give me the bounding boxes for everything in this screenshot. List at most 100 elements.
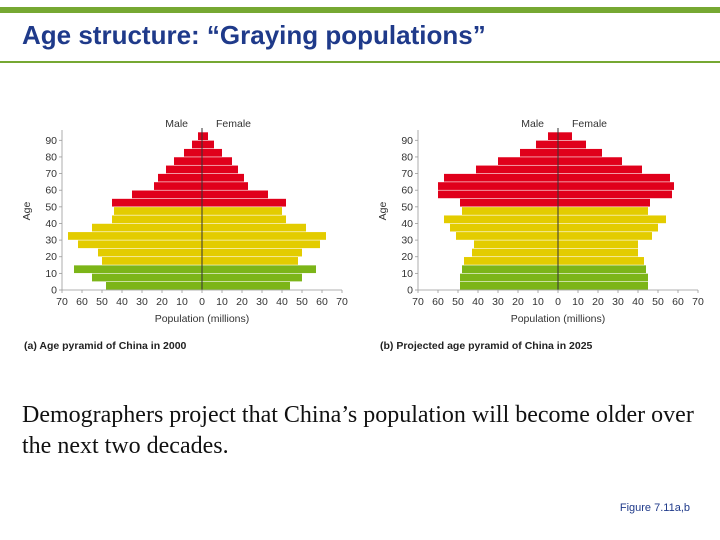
y-tick-label: 80 <box>45 151 57 163</box>
female-bar-30-34 <box>558 232 652 240</box>
male-bar-60-64 <box>154 182 202 190</box>
female-bar-25-29 <box>558 240 638 249</box>
male-bar-65-69 <box>444 173 558 182</box>
slide-body-text: Demographers project that China’s popula… <box>22 402 694 459</box>
x-tick-label: 20 <box>236 296 248 308</box>
age-pyramid-2025: 0 10 20 30 40 50 60 70 80 90 70 60 50 40 30 20 10 0 10 20 30… <box>368 112 708 362</box>
female-bar-20-24 <box>558 248 638 257</box>
x-tick-label: 30 <box>612 296 624 308</box>
male-bar-35-39 <box>92 223 202 232</box>
male-bar-80-84 <box>520 148 558 157</box>
female-bar-80-84 <box>558 148 602 157</box>
x-tick-label: 10 <box>216 296 228 308</box>
female-bar-10-14 <box>202 265 316 274</box>
y-tick-label: 90 <box>401 135 413 147</box>
male-bar-20-24 <box>472 248 558 257</box>
female-bar-65-69 <box>202 173 244 182</box>
chart-title: (b) Projected age pyramid of China in 20… <box>380 340 593 352</box>
x-tick-label: 0 <box>199 296 205 308</box>
female-bar-90+ <box>558 132 572 141</box>
female-bar-25-29 <box>202 240 320 249</box>
x-axis-title: Population (millions) <box>155 313 250 325</box>
x-tick-label: 50 <box>96 296 108 308</box>
x-tick-label: 60 <box>316 296 328 308</box>
male-bar-10-14 <box>462 265 558 274</box>
x-tick-label: 30 <box>256 296 268 308</box>
y-tick-label: 0 <box>51 285 57 297</box>
female-bar-0-4 <box>558 281 648 290</box>
x-tick-label: 20 <box>512 296 524 308</box>
y-tick-label: 30 <box>45 235 57 247</box>
male-bar-35-39 <box>450 223 558 232</box>
x-tick-label: 50 <box>652 296 664 308</box>
female-bar-90+ <box>202 132 208 141</box>
male-bar-90+ <box>198 132 202 141</box>
female-bar-15-19 <box>202 257 298 265</box>
male-bar-15-19 <box>464 257 558 265</box>
x-tick-label: 70 <box>336 296 348 308</box>
top-accent-rule <box>0 7 720 13</box>
x-tick-label: 30 <box>492 296 504 308</box>
female-bar-5-9 <box>202 273 302 282</box>
y-tick-label: 10 <box>401 268 413 280</box>
y-tick-label: 30 <box>401 235 413 247</box>
male-bar-55-59 <box>438 190 558 199</box>
male-bar-5-9 <box>460 273 558 282</box>
x-tick-label: 40 <box>472 296 484 308</box>
x-tick-label: 50 <box>452 296 464 308</box>
female-bar-40-44 <box>202 215 286 224</box>
male-bar-75-79 <box>498 157 558 165</box>
male-bar-60-64 <box>438 182 558 190</box>
female-bar-50-54 <box>558 198 650 207</box>
female-bar-35-39 <box>202 223 306 232</box>
female-label: Female <box>216 118 251 130</box>
x-tick-label: 40 <box>276 296 288 308</box>
male-bar-90+ <box>548 132 558 141</box>
female-bar-15-19 <box>558 257 644 265</box>
y-tick-label: 0 <box>407 285 413 297</box>
x-tick-label: 10 <box>572 296 584 308</box>
y-tick-label: 40 <box>45 218 57 230</box>
x-tick-label: 50 <box>296 296 308 308</box>
male-bar-10-14 <box>74 265 202 274</box>
y-tick-label: 50 <box>401 201 413 213</box>
y-tick-label: 90 <box>45 135 57 147</box>
female-bar-75-79 <box>558 157 622 165</box>
y-axis-title: Age <box>21 202 33 221</box>
x-tick-label: 70 <box>56 296 68 308</box>
y-axis-title: Age <box>377 202 389 221</box>
female-bar-5-9 <box>558 273 648 282</box>
y-tick-label: 60 <box>45 185 57 197</box>
male-bar-15-19 <box>102 257 202 265</box>
x-tick-label: 40 <box>116 296 128 308</box>
slide-title: Age structure: “Graying populations” <box>22 20 486 50</box>
female-bar-45-49 <box>558 207 648 215</box>
female-bar-50-54 <box>202 198 286 207</box>
x-tick-label: 60 <box>432 296 444 308</box>
x-tick-label: 0 <box>555 296 561 308</box>
male-bar-85-89 <box>192 140 202 149</box>
male-bar-75-79 <box>174 157 202 165</box>
female-bar-10-14 <box>558 265 646 274</box>
chart-title: (a) Age pyramid of China in 2000 <box>24 340 187 352</box>
x-tick-label: 70 <box>692 296 704 308</box>
x-tick-label: 40 <box>632 296 644 308</box>
male-bar-50-54 <box>460 198 558 207</box>
male-bar-25-29 <box>474 240 558 249</box>
male-bar-20-24 <box>98 248 202 257</box>
male-bar-30-34 <box>456 232 558 240</box>
male-bar-40-44 <box>444 215 558 224</box>
male-bar-65-69 <box>158 173 202 182</box>
y-tick-label: 70 <box>45 168 57 180</box>
female-bar-60-64 <box>202 182 248 190</box>
x-tick-label: 60 <box>672 296 684 308</box>
female-bar-20-24 <box>202 248 302 257</box>
female-bar-85-89 <box>558 140 586 149</box>
female-bar-60-64 <box>558 182 674 190</box>
y-tick-label: 10 <box>45 268 57 280</box>
figure-reference: Figure 7.11a,b <box>619 502 690 514</box>
male-bar-5-9 <box>92 273 202 282</box>
male-bar-30-34 <box>68 232 202 240</box>
female-bar-30-34 <box>202 232 326 240</box>
male-bar-45-49 <box>114 207 202 215</box>
